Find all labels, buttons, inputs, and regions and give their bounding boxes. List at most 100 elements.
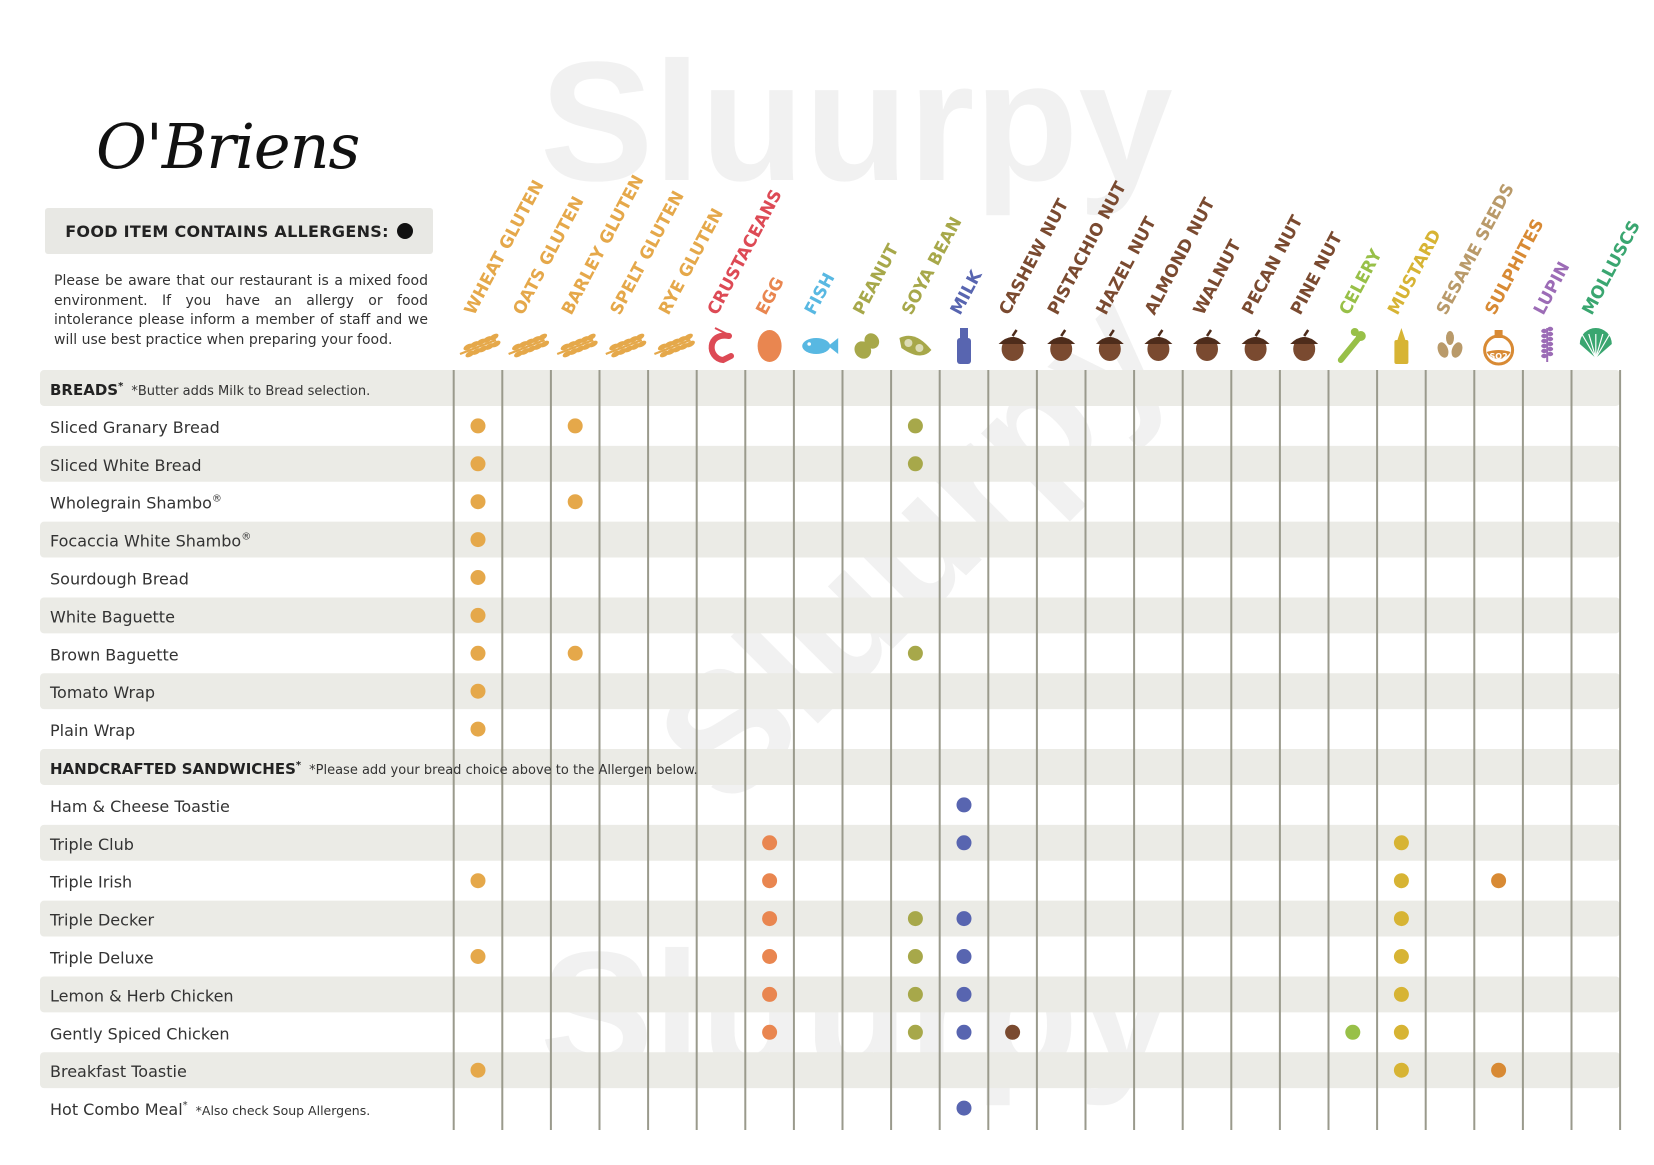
section-heading: HANDCRAFTED SANDWICHES* *Please add your … xyxy=(50,760,698,778)
allergen-header: CELERY xyxy=(1336,246,1387,319)
row-shade xyxy=(40,370,1620,406)
allergen-dot xyxy=(567,645,583,661)
egg-icon xyxy=(757,330,782,362)
acorn-icon xyxy=(1144,329,1173,361)
allergen-dot xyxy=(470,683,486,699)
acorn-icon xyxy=(1241,329,1270,361)
allergen-dot xyxy=(956,797,972,813)
allergen-header: EGG xyxy=(752,274,788,318)
allergen-dot xyxy=(956,986,972,1002)
allergen-header: WALNUT xyxy=(1190,237,1246,319)
allergen-dot xyxy=(1393,911,1409,927)
wheat-icon xyxy=(508,333,550,358)
allergen-dot xyxy=(956,949,972,964)
allergen-dot xyxy=(1393,835,1409,851)
allergen-dot xyxy=(907,456,923,472)
row-shade xyxy=(40,749,1620,785)
row-shade xyxy=(40,597,1620,634)
flask-icon: SO2 xyxy=(1483,330,1515,366)
mustard-bottle-icon xyxy=(1394,328,1409,364)
acorn-icon xyxy=(1290,329,1319,361)
sulphites-formula-text: SO2 xyxy=(1490,352,1508,361)
row-shade xyxy=(40,1052,1620,1089)
table-row-label: Ham & Cheese Toastie xyxy=(50,797,230,816)
allergen-dot xyxy=(762,911,778,927)
section-heading: BREADS* *Butter adds Milk to Bread select… xyxy=(50,381,370,399)
table-row-label: Plain Wrap xyxy=(50,721,135,740)
allergen-dot xyxy=(470,607,486,623)
row-backgrounds xyxy=(40,370,1620,1089)
allergen-dot xyxy=(567,494,583,510)
table-row-label: Triple Decker xyxy=(49,911,154,930)
allergen-dot xyxy=(470,532,486,548)
allergen-dot xyxy=(470,418,486,434)
peanut-icon xyxy=(854,333,880,359)
soybean-icon xyxy=(899,335,932,356)
allergen-dot xyxy=(470,494,486,510)
table-row-label: Triple Deluxe xyxy=(49,949,154,968)
legend-dot-icon xyxy=(396,223,413,239)
table-rows: BREADS* *Butter adds Milk to Bread select… xyxy=(49,381,698,1119)
brand-logo: O'Briens xyxy=(96,110,360,183)
allergen-dot xyxy=(1345,1024,1361,1040)
wheat-icon xyxy=(556,333,598,358)
allergen-dot xyxy=(470,873,486,889)
acorn-icon xyxy=(998,329,1027,361)
table-row-label: Gently Spiced Chicken xyxy=(50,1024,230,1043)
table-row-label: White Baguette xyxy=(50,607,175,626)
allergen-dot xyxy=(470,949,486,964)
allergen-dot xyxy=(470,1062,486,1078)
allergen-dot xyxy=(470,570,486,585)
allergen-dot xyxy=(907,1024,923,1040)
milk-bottle-icon xyxy=(957,328,971,364)
allergen-dot xyxy=(1393,1024,1409,1040)
row-shade xyxy=(40,673,1620,710)
allergen-dot xyxy=(1393,986,1409,1002)
allergen-dot xyxy=(907,911,923,927)
allergen-dot xyxy=(762,835,778,851)
allergen-dot xyxy=(1491,1062,1507,1078)
legend-box: FOOD ITEM CONTAINS ALLERGENS: xyxy=(45,208,433,254)
allergen-dot xyxy=(762,949,778,964)
allergen-dot xyxy=(567,418,583,434)
wheat-icon xyxy=(605,333,647,358)
table-row-label: Tomato Wrap xyxy=(49,683,155,702)
table-row-label: Focaccia White Shambo® xyxy=(50,532,251,551)
table-row-label: Brown Baguette xyxy=(50,645,179,664)
wheat-icon xyxy=(654,333,695,358)
allergen-dot xyxy=(762,986,778,1002)
allergen-dot xyxy=(470,456,486,472)
allergen-dot xyxy=(907,949,923,964)
allergen-dot xyxy=(907,986,923,1002)
row-shade xyxy=(40,976,1620,1013)
allergen-marks xyxy=(470,418,1507,1116)
allergen-dot xyxy=(1393,1062,1409,1078)
row-shade xyxy=(40,521,1620,558)
celery-icon xyxy=(1337,328,1366,363)
allergen-dot xyxy=(1491,873,1507,889)
table-row-label: Triple Club xyxy=(49,835,134,854)
allergen-header: PEANUT xyxy=(850,241,904,319)
allergen-dot xyxy=(956,1100,972,1116)
allergen-header: MOLLUSCS xyxy=(1579,218,1645,319)
legend-label: FOOD ITEM CONTAINS ALLERGENS: xyxy=(65,221,389,241)
column-lines xyxy=(452,370,1622,1131)
seeds-icon xyxy=(1437,331,1463,358)
acorn-icon xyxy=(1193,329,1221,361)
table-row-label: Lemon & Herb Chicken xyxy=(50,986,234,1005)
allergen-dot xyxy=(762,1024,778,1040)
allergen-dot xyxy=(470,721,486,737)
fish-icon xyxy=(802,338,839,354)
shell-icon xyxy=(1579,328,1612,359)
allergen-dot xyxy=(907,645,923,661)
allergen-dot xyxy=(1005,1024,1021,1040)
table-row-label: Sliced White Bread xyxy=(50,456,202,475)
allergen-dot xyxy=(1393,949,1409,964)
allergen-dot xyxy=(956,1024,972,1040)
table-row-label: Breakfast Toastie xyxy=(50,1062,187,1081)
row-shade xyxy=(40,445,1620,482)
allergen-icons: SO2 xyxy=(459,326,1612,366)
allergen-header: MILK xyxy=(947,267,987,319)
